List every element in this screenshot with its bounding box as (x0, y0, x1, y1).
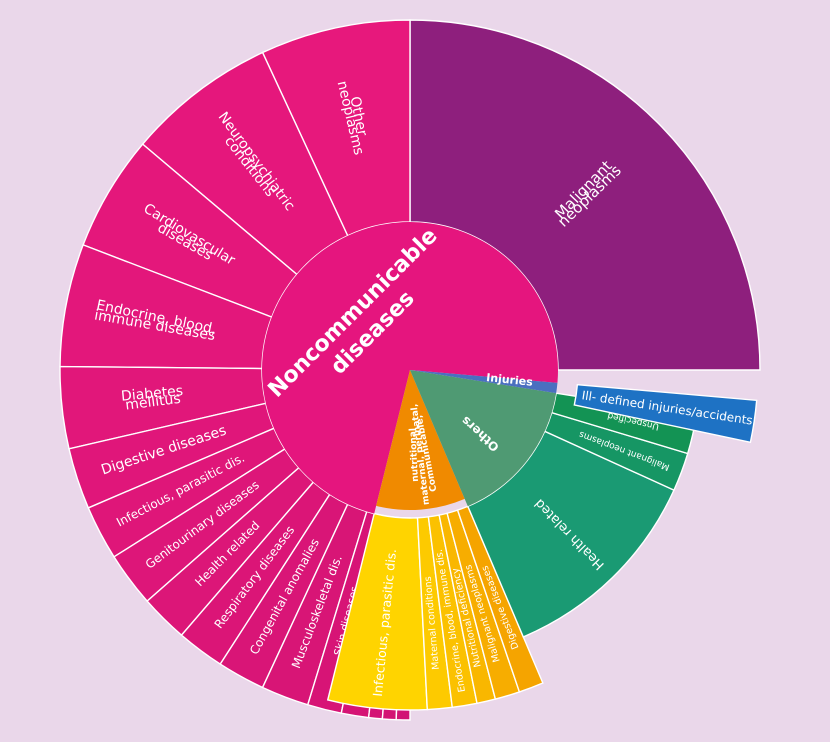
label-diabetes-mellitus-b: mellitus (124, 391, 181, 414)
inner-injuries (410, 370, 558, 394)
inner-communicable (376, 370, 465, 510)
inner-others (410, 370, 557, 507)
segment-injuries-ill-defined-injuries-accidents (573, 383, 758, 444)
inner-label-communicable-2: nutritional (408, 428, 421, 482)
label-other-neoplasms-a: Other (346, 95, 370, 137)
inner-noncommunicable (262, 222, 559, 514)
label-diabetes-mellitus-a: Diabetes (120, 383, 183, 405)
inner-label-injuries: Injuries (486, 371, 534, 389)
